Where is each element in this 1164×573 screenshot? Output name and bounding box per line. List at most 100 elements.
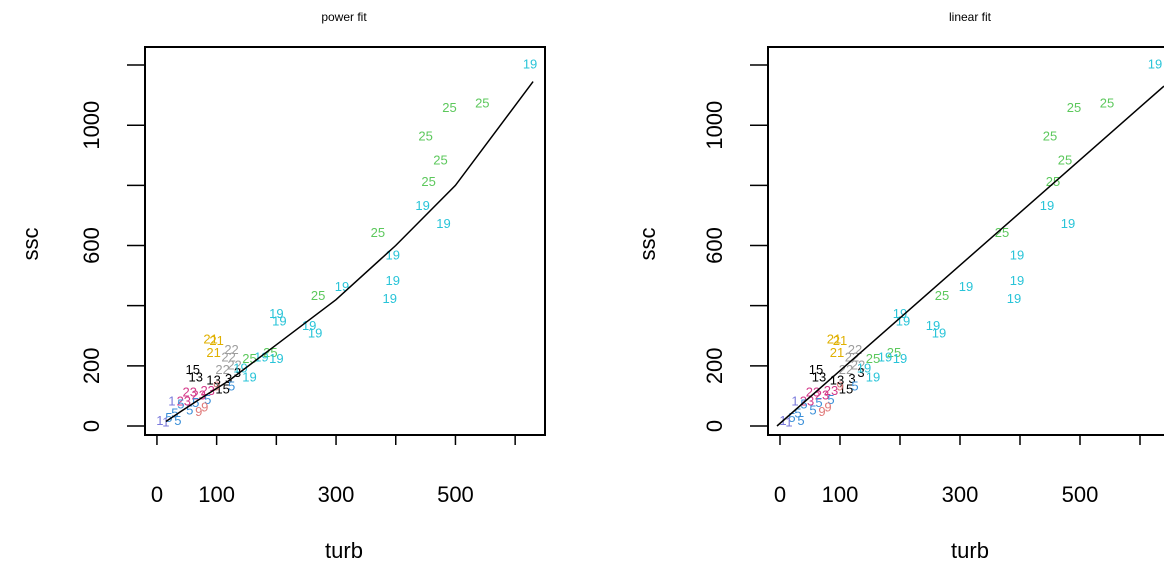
- point-label: 19: [269, 351, 283, 366]
- point-label: 22: [227, 357, 241, 372]
- point-label: 23: [191, 387, 205, 402]
- point-label: 5: [174, 413, 181, 428]
- point-label: 19: [335, 279, 349, 294]
- y-axis-label: ssc: [18, 228, 43, 261]
- x-tick-label: 0: [151, 482, 163, 507]
- point-label: 3: [234, 365, 241, 380]
- point-label: 19: [932, 326, 946, 341]
- point-label: 25: [311, 288, 325, 303]
- point-label: 25: [421, 174, 435, 189]
- point-label: 19: [926, 318, 940, 333]
- point-label: 22: [851, 357, 865, 372]
- point-label: 19: [866, 369, 880, 384]
- point-label: 19: [893, 351, 907, 366]
- point-label: 21: [209, 333, 223, 348]
- point-label: 22: [845, 350, 859, 365]
- point-label: 1: [156, 413, 163, 428]
- point-label: 21: [206, 345, 220, 360]
- point-label: 19: [878, 350, 892, 365]
- plot-frame: [144, 46, 546, 436]
- point-label: 25: [1100, 96, 1114, 111]
- point-label: 19: [233, 360, 247, 375]
- point-label: 5: [171, 405, 178, 420]
- point-label: 21: [833, 333, 847, 348]
- point-label: 23: [183, 384, 197, 399]
- y-tick-label: 200: [702, 347, 727, 384]
- point-label: 25: [935, 288, 949, 303]
- point-label: 21: [827, 332, 841, 347]
- point-label: 19: [436, 216, 450, 231]
- point-label: 19: [1040, 198, 1054, 213]
- point-label: 22: [221, 350, 235, 365]
- point-label: 22: [215, 362, 229, 377]
- point-label: 25: [887, 345, 901, 360]
- point-label: 5: [815, 395, 822, 410]
- point-label: 25: [995, 225, 1009, 240]
- point-label: 5: [788, 410, 795, 425]
- point-label: 19: [308, 326, 322, 341]
- point-label: 19: [1007, 291, 1021, 306]
- y-axis-label: ssc: [635, 228, 660, 261]
- x-tick-label: 300: [318, 482, 355, 507]
- point-label: 21: [830, 345, 844, 360]
- point-label: 25: [433, 153, 447, 168]
- point-label: 13: [206, 372, 220, 387]
- point-label: 9: [201, 399, 208, 414]
- point-label: 25: [1043, 129, 1057, 144]
- point-label: 19: [386, 247, 400, 262]
- panel-title: power fit: [321, 10, 367, 24]
- point-label: 23: [177, 393, 191, 408]
- y-tick-label: 1000: [79, 101, 104, 150]
- point-label: 9: [195, 404, 202, 419]
- point-label: 19: [959, 279, 973, 294]
- point-label: 5: [809, 402, 816, 417]
- point-label: 15: [809, 362, 823, 377]
- point-label: 25: [475, 96, 489, 111]
- point-label: 5: [851, 378, 858, 393]
- point-label: 13: [812, 369, 826, 384]
- power-fit-panel: power fit turb ssc 0 100 300 500 0 200 600 1000…: [18, 10, 546, 563]
- point-label: 19: [415, 198, 429, 213]
- point-label: 19: [1061, 216, 1075, 231]
- point-label: 19: [242, 369, 256, 384]
- point-label: 25: [263, 345, 277, 360]
- point-label: 3: [848, 371, 855, 386]
- x-tick-label: 500: [1062, 482, 1099, 507]
- point-label: 5: [204, 392, 211, 407]
- point-label: 23: [824, 383, 838, 398]
- point-label: 5: [797, 413, 804, 428]
- point-label: 22: [839, 362, 853, 377]
- point-label: 25: [866, 351, 880, 366]
- y-tick-label: 200: [79, 347, 104, 384]
- point-label: 15: [215, 381, 229, 396]
- point-label: 3: [857, 365, 864, 380]
- point-label: 15: [839, 381, 853, 396]
- x-tick-label: 100: [822, 482, 859, 507]
- point-label: 25: [418, 129, 432, 144]
- point-label: 1: [162, 414, 169, 429]
- point-label: 19: [1010, 247, 1024, 262]
- x-axis-label: turb: [951, 538, 989, 563]
- y-tick-label: 600: [702, 227, 727, 264]
- ticks: 0 100 300 500 0 200 600 1000: [702, 64, 1141, 507]
- point-label: 5: [228, 378, 235, 393]
- point-label: 5: [177, 396, 184, 411]
- point-label: 13: [189, 369, 203, 384]
- point-label: 25: [1046, 174, 1060, 189]
- point-label: 21: [203, 332, 217, 347]
- x-tick-label: 0: [774, 482, 786, 507]
- point-label: 25: [1067, 100, 1081, 115]
- y-tick-label: 0: [702, 420, 727, 432]
- point-label: 15: [186, 362, 200, 377]
- point-label: 19: [269, 306, 283, 321]
- point-label: 1: [791, 393, 798, 408]
- point-label: 5: [827, 392, 834, 407]
- point-label: 22: [224, 342, 238, 357]
- point-label: 19: [857, 360, 871, 375]
- point-label: 1: [785, 414, 792, 429]
- point-label: 23: [200, 383, 214, 398]
- point-label: 23: [815, 387, 829, 402]
- point-label: 5: [794, 405, 801, 420]
